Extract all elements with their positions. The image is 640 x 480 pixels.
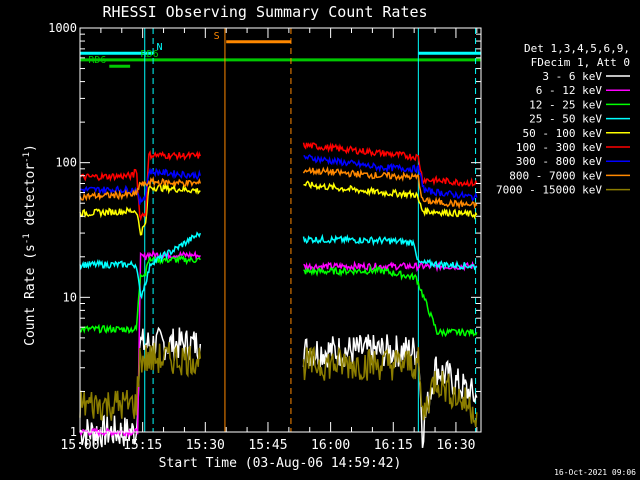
series-line: [79, 182, 201, 236]
chart-title: RHESSI Observing Summary Count Rates: [102, 3, 427, 21]
legend-entry-label: 50 - 100 keV: [523, 127, 603, 140]
state-bar-label: S: [214, 31, 220, 42]
y-axis-label-exp1: -1: [22, 233, 32, 244]
series-line: [302, 141, 478, 188]
legend-entry-label: 800 - 7000 keV: [509, 169, 602, 182]
series-line: [79, 254, 201, 335]
y-tick-label: 10: [63, 290, 77, 304]
plot-frame: [79, 27, 482, 433]
y-tick-label: 1: [70, 425, 77, 439]
series-line: [303, 154, 478, 202]
y-axis-label-main: Count Rate (s: [23, 244, 38, 346]
series-line: [302, 233, 478, 271]
series-line: [79, 167, 202, 205]
y-tick-label: 100: [55, 156, 77, 170]
series-300-800kev: [79, 154, 478, 205]
y-axis-label: Count Rate (s-1 detector-1): [22, 144, 38, 346]
legend-entry-label: 7000 - 15000 keV: [496, 184, 602, 197]
x-tick-label: 15:00: [60, 438, 99, 453]
series-800-7000kev: [79, 165, 478, 210]
x-tick-label: 15:30: [186, 438, 225, 453]
state-bar-label: N: [156, 42, 162, 53]
legend-entry-label: 3 - 6 keV: [542, 70, 602, 83]
y-tick-label: 1000: [48, 21, 77, 35]
series-line: [302, 334, 478, 449]
series-50-100kev: [79, 180, 478, 236]
legend-header-line-1: Det 1,3,4,5,6,9,: [524, 42, 630, 55]
series-7000-15000kev: [79, 342, 478, 428]
y-axis-ticks: 1 10 100 1000: [48, 21, 481, 439]
legend-entry-label: 25 - 50 keV: [529, 113, 602, 126]
x-tick-label: 15:45: [248, 438, 287, 453]
timestamp: 16-Oct-2021 09:06: [554, 468, 636, 477]
legend-header-line-2: FDecim 1, Att 0: [531, 56, 630, 69]
y-axis-label-close: ): [23, 144, 38, 152]
y-axis-label-mid: detector: [23, 163, 38, 234]
series-100-300kev: [79, 141, 478, 222]
x-tick-label: 16:00: [311, 438, 350, 453]
series-line: [79, 231, 202, 300]
legend-entry-label: 12 - 25 keV: [529, 98, 602, 111]
x-tick-label: 16:15: [374, 438, 413, 453]
series-line: [303, 264, 478, 338]
series-line: [302, 165, 478, 210]
state-bar-label: RD6: [141, 49, 159, 60]
series-12-25kev: [79, 254, 478, 338]
series-line: [79, 326, 202, 448]
x-axis-ticks: 15:00 15:15 15:30 15:45 16:00 16:15 16:30: [60, 28, 478, 453]
y-axis-label-exp2: -1: [22, 152, 32, 163]
series-25-50kev: [79, 231, 478, 300]
series-line: [79, 342, 202, 421]
legend-entry-label: 100 - 300 keV: [516, 141, 602, 154]
series-line: [79, 176, 202, 202]
series-layer: [79, 141, 478, 449]
series-line: [302, 345, 478, 428]
legend: Det 1,3,4,5,6,9, FDecim 1, Att 0 3 - 6 k…: [496, 42, 630, 197]
state-bar-label: RD6: [88, 55, 106, 66]
legend-entry-label: 6 - 12 keV: [536, 84, 603, 97]
series-3-6kev: [79, 326, 478, 449]
x-axis-label: Start Time (03-Aug-06 14:59:42): [159, 456, 402, 471]
legend-entry-label: 300 - 800 keV: [516, 155, 602, 168]
series-line: [79, 149, 201, 222]
series-line: [303, 180, 478, 220]
x-tick-label: 16:30: [436, 438, 475, 453]
x-tick-label: 15:15: [123, 438, 162, 453]
